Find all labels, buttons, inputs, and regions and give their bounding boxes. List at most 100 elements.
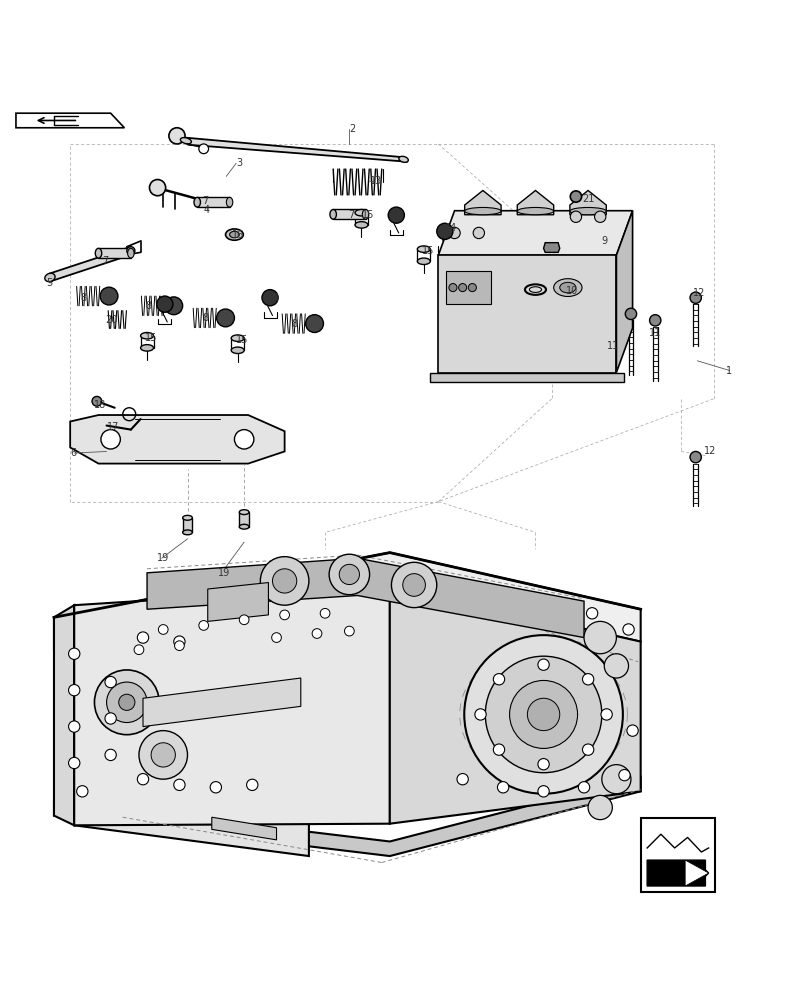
- Text: 18: 18: [94, 400, 106, 410]
- Bar: [640, 818, 714, 892]
- Circle shape: [436, 223, 453, 239]
- Polygon shape: [16, 113, 124, 128]
- Circle shape: [448, 227, 460, 239]
- Circle shape: [344, 626, 354, 636]
- Polygon shape: [389, 585, 640, 824]
- Ellipse shape: [95, 248, 101, 258]
- Text: 11: 11: [606, 341, 618, 351]
- Circle shape: [100, 287, 118, 305]
- Circle shape: [247, 779, 258, 791]
- Text: 8: 8: [145, 301, 152, 311]
- Text: 16: 16: [232, 230, 244, 240]
- Text: 20: 20: [105, 315, 118, 325]
- Circle shape: [689, 292, 701, 303]
- Polygon shape: [74, 585, 389, 825]
- Text: 3: 3: [236, 158, 242, 168]
- Polygon shape: [517, 190, 553, 215]
- Circle shape: [68, 721, 79, 732]
- Polygon shape: [54, 777, 640, 856]
- Polygon shape: [543, 243, 559, 252]
- Polygon shape: [98, 248, 131, 258]
- Text: 13: 13: [369, 176, 381, 186]
- Circle shape: [76, 786, 88, 797]
- Text: 11: 11: [648, 328, 660, 338]
- Circle shape: [689, 451, 701, 463]
- Circle shape: [174, 641, 184, 651]
- Ellipse shape: [559, 282, 575, 293]
- Circle shape: [118, 694, 135, 710]
- Polygon shape: [616, 211, 632, 373]
- Circle shape: [577, 782, 589, 793]
- Text: 10: 10: [565, 286, 577, 296]
- Circle shape: [101, 430, 120, 449]
- Circle shape: [402, 574, 425, 596]
- Circle shape: [260, 557, 308, 605]
- Circle shape: [457, 774, 468, 785]
- Circle shape: [537, 786, 548, 797]
- Text: 7: 7: [202, 196, 208, 206]
- Circle shape: [581, 674, 593, 685]
- Text: 2: 2: [349, 124, 355, 134]
- Circle shape: [174, 636, 185, 647]
- Ellipse shape: [140, 345, 153, 351]
- Ellipse shape: [354, 209, 367, 216]
- Text: 7: 7: [102, 256, 109, 266]
- Circle shape: [106, 682, 147, 723]
- Circle shape: [618, 769, 629, 781]
- Circle shape: [272, 569, 296, 593]
- Circle shape: [92, 396, 101, 406]
- Ellipse shape: [194, 197, 200, 207]
- Circle shape: [305, 315, 323, 332]
- Polygon shape: [50, 247, 131, 282]
- Ellipse shape: [182, 530, 192, 535]
- Polygon shape: [646, 860, 708, 886]
- Text: 15: 15: [236, 335, 248, 345]
- Circle shape: [594, 211, 605, 222]
- Circle shape: [68, 648, 79, 659]
- Text: 12: 12: [693, 288, 705, 298]
- Polygon shape: [438, 211, 632, 255]
- Text: 15: 15: [145, 333, 157, 343]
- Circle shape: [497, 782, 508, 793]
- Ellipse shape: [569, 207, 606, 215]
- Text: 21: 21: [581, 194, 594, 204]
- Text: 19: 19: [157, 553, 169, 563]
- Circle shape: [272, 633, 281, 642]
- Polygon shape: [54, 605, 74, 825]
- Circle shape: [169, 128, 185, 144]
- Ellipse shape: [417, 246, 430, 252]
- Circle shape: [174, 779, 185, 791]
- Circle shape: [493, 744, 504, 755]
- Ellipse shape: [140, 332, 153, 339]
- Text: 14: 14: [159, 301, 171, 311]
- Ellipse shape: [354, 222, 367, 228]
- Circle shape: [149, 180, 165, 196]
- Circle shape: [262, 290, 278, 306]
- Ellipse shape: [329, 209, 336, 219]
- Circle shape: [587, 795, 611, 820]
- Text: 14: 14: [389, 210, 401, 220]
- Circle shape: [217, 309, 234, 327]
- Text: 19: 19: [218, 568, 230, 578]
- Ellipse shape: [226, 197, 233, 207]
- Circle shape: [473, 227, 484, 239]
- Circle shape: [569, 211, 581, 222]
- Circle shape: [649, 315, 660, 326]
- Circle shape: [157, 296, 173, 312]
- Circle shape: [105, 749, 116, 761]
- Ellipse shape: [127, 247, 135, 255]
- Ellipse shape: [239, 510, 249, 515]
- Circle shape: [569, 191, 581, 202]
- Circle shape: [603, 654, 628, 678]
- Text: 8: 8: [290, 319, 297, 329]
- Circle shape: [537, 659, 548, 670]
- Circle shape: [328, 554, 369, 595]
- Text: 6: 6: [70, 448, 76, 458]
- Ellipse shape: [553, 279, 581, 296]
- Ellipse shape: [398, 156, 408, 162]
- Polygon shape: [212, 817, 277, 840]
- Ellipse shape: [231, 335, 244, 341]
- Circle shape: [234, 430, 254, 449]
- Circle shape: [320, 608, 329, 618]
- Polygon shape: [446, 271, 491, 304]
